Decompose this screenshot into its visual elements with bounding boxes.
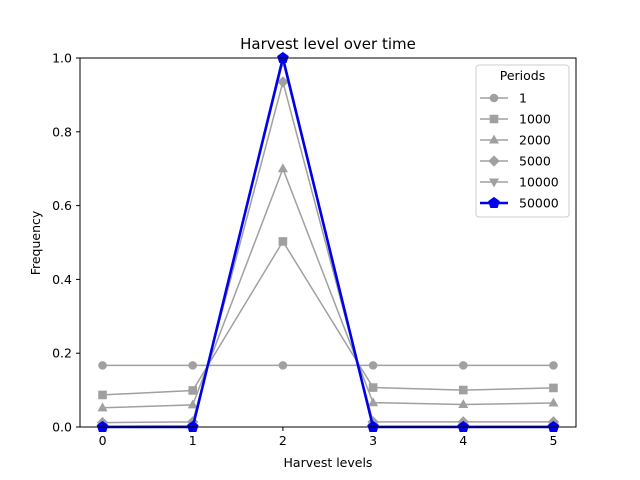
series-1000 (98, 237, 558, 400)
data-point (549, 383, 558, 393)
data-point (368, 397, 379, 407)
x-tick-label: 2 (279, 433, 287, 448)
data-point (368, 383, 378, 392)
data-point (548, 397, 559, 407)
series-2000 (97, 163, 559, 412)
data-point (547, 420, 560, 432)
axes: 0 1 2 3 4 5 0.0 0.2 0.4 0.6 0.8 1.0 (52, 51, 557, 449)
series-line-5000 (102, 79, 554, 424)
plot-frame (79, 57, 577, 428)
legend-entry: 10000 (480, 175, 559, 190)
data-point (278, 237, 288, 246)
legend-label: 2000 (519, 133, 551, 148)
data-point (549, 361, 558, 370)
legend-entry: 1 (480, 91, 527, 106)
data-point (458, 385, 468, 395)
y-tick-label: 0.0 (52, 420, 72, 435)
series-line-1000 (102, 239, 554, 396)
y-tick-label: 0.4 (52, 272, 72, 287)
legend-entry: 5000 (480, 154, 551, 169)
legend-marker (488, 178, 500, 188)
x-tick-label: 3 (369, 433, 377, 448)
data-point (277, 76, 289, 88)
legend-label: 1000 (519, 112, 551, 127)
legend: Periods 1 1000 2000 5000 10000 50000 (475, 64, 570, 218)
data-point (98, 361, 107, 370)
data-point (457, 420, 470, 432)
series-line-2000 (102, 166, 554, 409)
legend-label: 10000 (519, 175, 559, 190)
data-point (278, 361, 288, 370)
legend-box (475, 64, 570, 218)
series-group (96, 51, 560, 432)
legend-entry: 1000 (480, 112, 551, 127)
y-tick-label: 0.8 (52, 124, 72, 139)
chart-title: Harvest level over time (240, 35, 416, 53)
legend-label: 50000 (519, 196, 559, 211)
y-tick-label: 0.2 (52, 346, 72, 361)
x-tick-label: 0 (99, 433, 107, 448)
data-point (97, 402, 108, 412)
legend-marker (488, 134, 500, 144)
legend-marker (489, 114, 499, 124)
legend-entry: 2000 (480, 133, 551, 148)
x-tick-label: 1 (189, 433, 197, 448)
data-point (96, 420, 109, 432)
data-point (368, 361, 378, 370)
data-point (98, 390, 107, 400)
data-point (186, 420, 199, 432)
legend-marker (488, 196, 500, 208)
legend-title: Periods (500, 68, 546, 83)
data-point (277, 163, 288, 173)
series-1 (98, 361, 558, 370)
y-tick-label: 0.6 (52, 198, 72, 213)
y-tick-label: 1.0 (52, 51, 72, 66)
legend-marker (489, 93, 499, 103)
data-point (458, 399, 469, 409)
data-point (277, 51, 289, 63)
data-point (188, 361, 198, 370)
data-point (187, 399, 198, 409)
x-axis-label: Harvest levels (284, 455, 373, 470)
legend-marker (488, 155, 500, 167)
y-axis-label: Frequency (28, 210, 43, 275)
x-tick-label: 5 (549, 433, 557, 448)
x-tick-label: 4 (459, 433, 467, 448)
data-point (458, 361, 468, 370)
data-point (367, 420, 379, 432)
legend-entry: 50000 (480, 196, 559, 211)
data-point (188, 386, 198, 395)
legend-label: 5000 (519, 154, 551, 169)
legend-label: 1 (519, 91, 527, 106)
